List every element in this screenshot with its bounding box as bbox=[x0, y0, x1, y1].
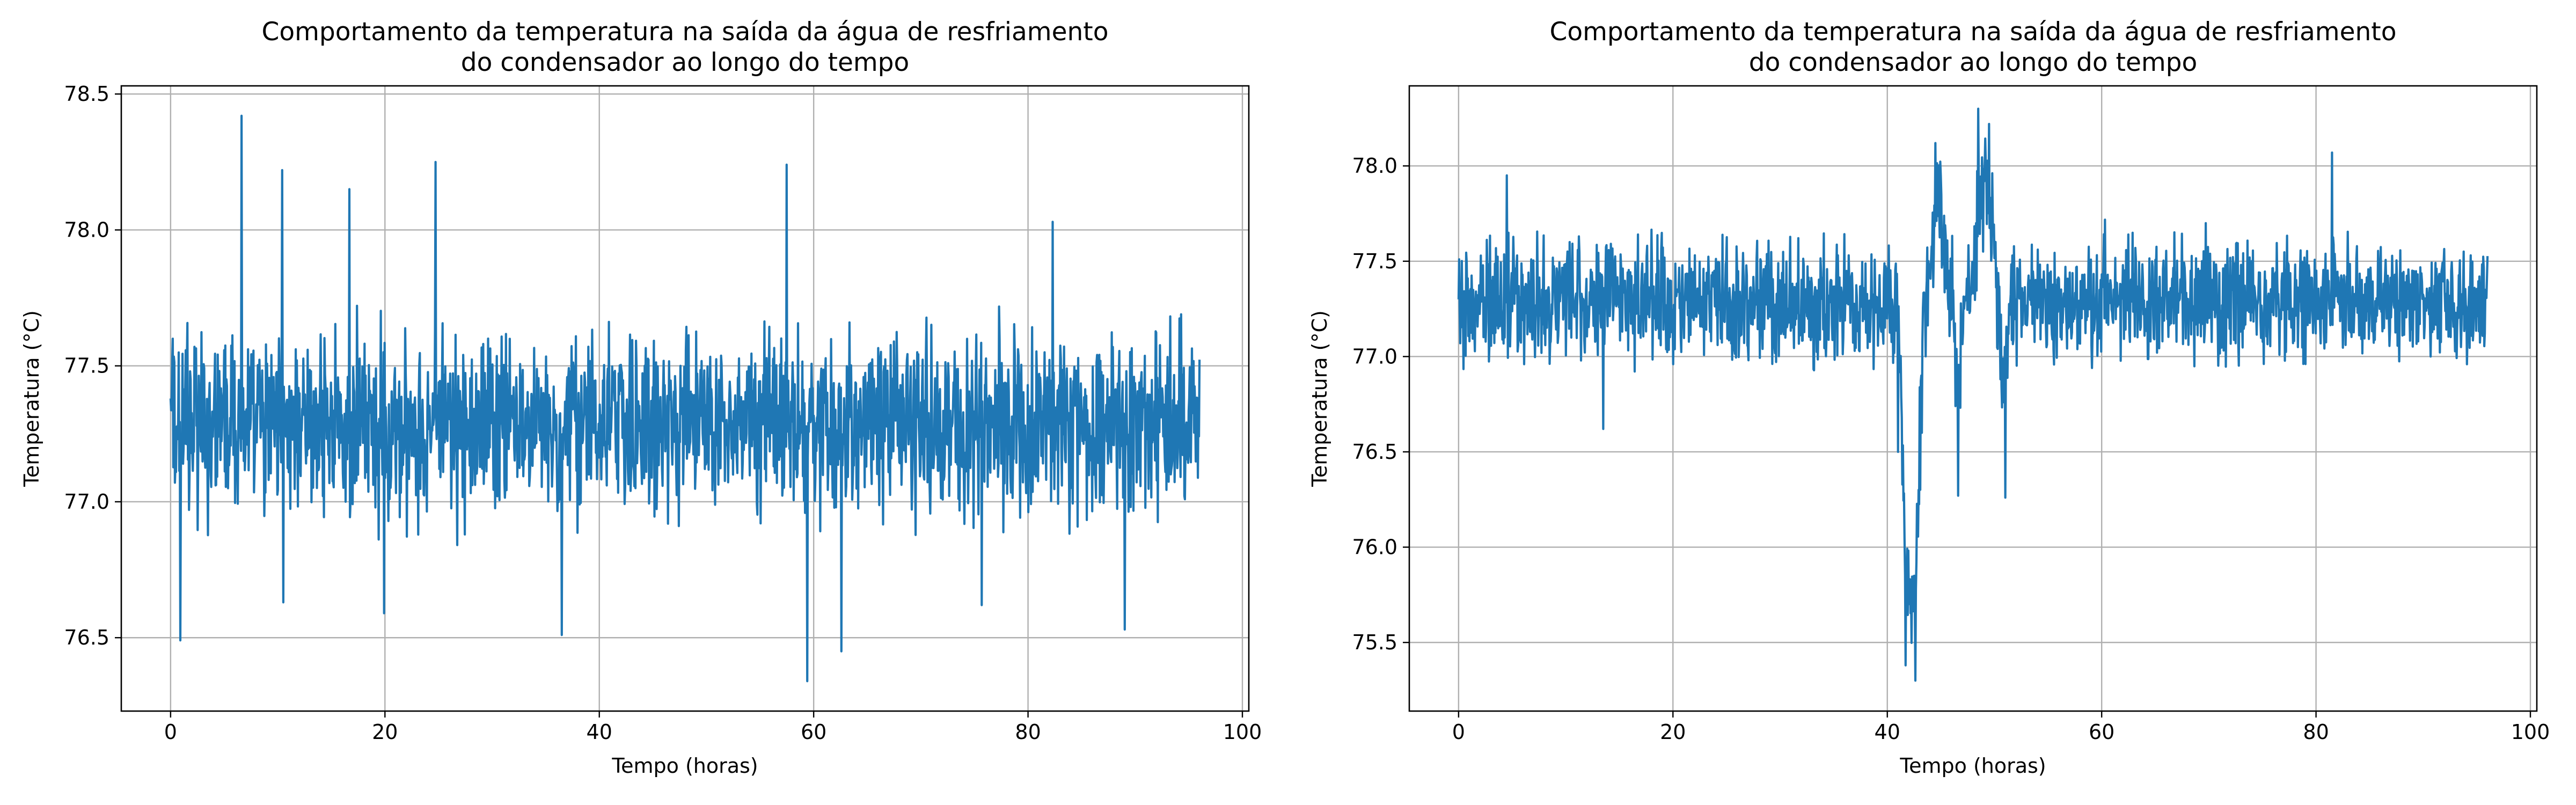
y-tick-label: 78.0 bbox=[1352, 154, 1397, 178]
chart-title-line: Comportamento da temperatura na saída da… bbox=[262, 17, 1109, 47]
plot-frame bbox=[1408, 85, 2538, 712]
y-axis-label: Temperatura (°C) bbox=[20, 310, 43, 487]
y-tick-label: 78.0 bbox=[64, 218, 109, 241]
y-tick-label: 76.0 bbox=[1352, 536, 1397, 559]
y-axis-label: Temperatura (°C) bbox=[1308, 310, 1331, 487]
x-tick-label: 80 bbox=[1015, 720, 1041, 744]
x-tick-label: 20 bbox=[1660, 720, 1686, 744]
x-tick-label: 0 bbox=[1452, 720, 1465, 744]
y-tick-label: 77.0 bbox=[1352, 345, 1397, 368]
chart-title: Comportamento da temperatura na saída da… bbox=[262, 17, 1109, 77]
chart-title: Comportamento da temperatura na saída da… bbox=[1550, 17, 2397, 77]
x-tick-label: 0 bbox=[164, 720, 177, 744]
series-line bbox=[1457, 107, 2489, 682]
x-axis-label: Tempo (horas) bbox=[1899, 754, 2046, 778]
chart-left: Comportamento da temperatura na saída da… bbox=[20, 17, 1262, 778]
x-tick-label: 100 bbox=[1223, 720, 1262, 744]
grid bbox=[1409, 86, 2537, 711]
y-tick-label: 76.5 bbox=[64, 626, 109, 649]
plot-frame bbox=[120, 85, 1250, 712]
x-tick-label: 60 bbox=[801, 720, 826, 744]
x-axis-label: Tempo (horas) bbox=[611, 754, 758, 778]
y-tick-label: 77.5 bbox=[64, 354, 109, 378]
x-tick-label: 20 bbox=[372, 720, 398, 744]
y-tick-label: 75.5 bbox=[1352, 631, 1397, 654]
y-tick-label: 78.5 bbox=[64, 82, 109, 106]
series-line bbox=[169, 114, 1201, 683]
chart-title-line: do condensador ao longo do tempo bbox=[461, 48, 909, 77]
y-tick-label: 77.0 bbox=[64, 490, 109, 514]
x-tick-label: 40 bbox=[587, 720, 612, 744]
chart-left-svg: Comportamento da temperatura na saída da… bbox=[20, 17, 1262, 778]
chart-right-svg: Comportamento da temperatura na saída da… bbox=[1308, 17, 2550, 778]
chart-title-line: Comportamento da temperatura na saída da… bbox=[1550, 17, 2397, 47]
y-tick-label: 76.5 bbox=[1352, 440, 1397, 464]
chart-right: Comportamento da temperatura na saída da… bbox=[1288, 0, 2576, 805]
chart-title-line: do condensador ao longo do tempo bbox=[1749, 48, 2197, 77]
x-tick-label: 60 bbox=[2089, 720, 2114, 744]
x-tick-label: 80 bbox=[2303, 720, 2329, 744]
x-tick-label: 40 bbox=[1875, 720, 1900, 744]
x-tick-label: 100 bbox=[2511, 720, 2550, 744]
y-tick-label: 77.5 bbox=[1352, 250, 1397, 273]
